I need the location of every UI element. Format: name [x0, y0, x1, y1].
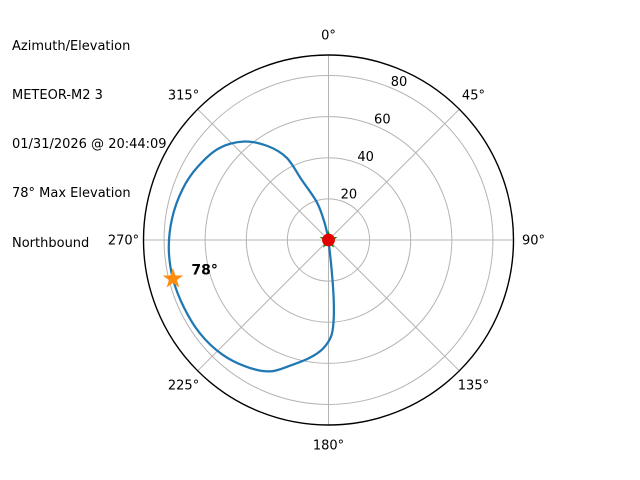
- azimuth-label-270: 270°: [108, 234, 139, 249]
- grid-spoke-225: [197, 239, 329, 372]
- azimuth-label-180: 180°: [313, 439, 344, 454]
- azimuth-label-225: 225°: [168, 378, 199, 393]
- azimuth-label-45: 45°: [462, 89, 485, 104]
- grid-spoke-135: [328, 239, 460, 372]
- azimuth-label-315: 315°: [168, 89, 199, 104]
- elevation-tick-label-80: 80: [391, 75, 408, 90]
- max-elevation-label: 78°: [191, 262, 217, 278]
- elevation-tick-label-60: 60: [374, 113, 391, 128]
- pass-timestamp: 01/31/2026 @ 20:44:09: [12, 137, 167, 153]
- grid-spoke-315: [197, 108, 329, 241]
- azimuth-label-0: 0°: [321, 29, 336, 44]
- grid-spoke-45: [328, 108, 460, 241]
- satellite-pass-trajectory: [167, 140, 336, 373]
- polar-outline-circle: [142, 54, 515, 426]
- elevation-tick-label-20: 20: [341, 188, 358, 203]
- max-elevation-text: 78° Max Elevation: [12, 186, 131, 202]
- pass-type-label: Azimuth/Elevation: [12, 38, 131, 54]
- azimuth-label-135: 135°: [458, 378, 489, 393]
- pass-info-header: Azimuth/Elevation METEOR-M2 3 01/31/2026…: [12, 6, 167, 285]
- los-marker-dot: [322, 233, 335, 247]
- azimuth-label-90: 90°: [522, 234, 545, 249]
- satellite-name: METEOR-M2 3: [12, 88, 103, 104]
- max-elevation-star-icon: [162, 268, 184, 288]
- pass-direction: Northbound: [12, 235, 90, 251]
- elevation-tick-label-40: 40: [357, 150, 374, 165]
